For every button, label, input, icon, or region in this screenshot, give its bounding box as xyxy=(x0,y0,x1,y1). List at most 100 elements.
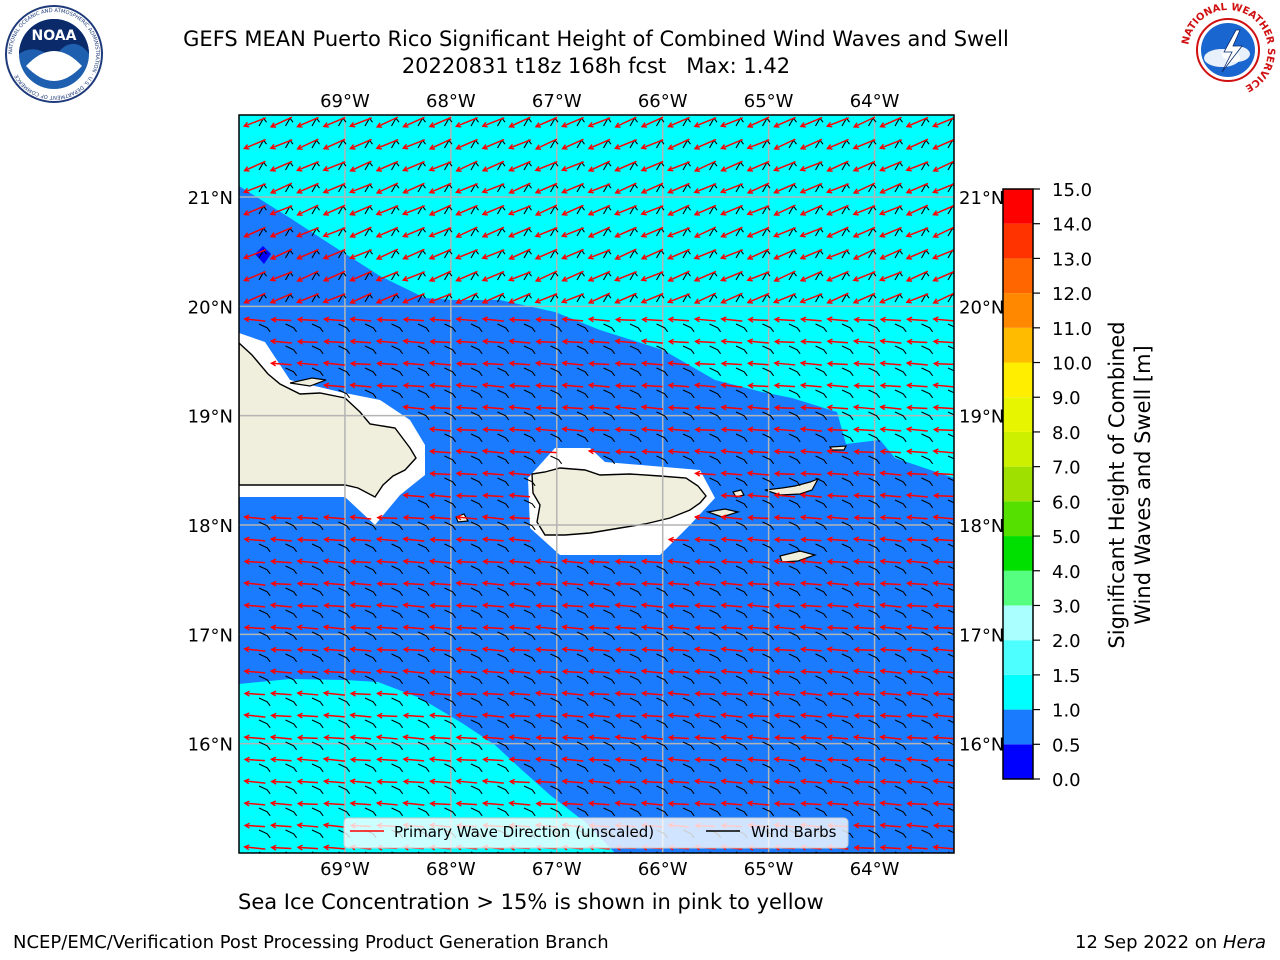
wave-direction-arrowhead xyxy=(905,646,913,653)
wind-barb xyxy=(470,455,483,465)
wave-direction-arrow xyxy=(827,204,849,216)
wave-direction-arrowhead xyxy=(826,624,834,631)
wind-barb xyxy=(629,697,642,707)
wave-direction-arrow xyxy=(880,538,902,542)
wind-barb xyxy=(682,807,695,817)
wave-direction-arrowhead xyxy=(481,448,489,455)
wave-direction-arrow xyxy=(615,116,637,128)
wave-direction-arrow xyxy=(642,318,663,322)
wave-direction-arrowhead xyxy=(455,756,463,763)
wave-direction-arrow xyxy=(456,406,478,410)
wave-direction-arrow xyxy=(695,538,716,542)
wave-direction-arrow xyxy=(298,604,318,608)
wave-direction-arrow xyxy=(879,271,903,281)
wind-barb xyxy=(258,763,271,773)
wave-direction-arrow xyxy=(669,340,689,344)
wave-direction-arrowhead xyxy=(349,712,356,719)
wave-direction-arrowhead xyxy=(507,275,515,282)
wind-barb xyxy=(550,411,563,421)
wave-direction-arrowhead xyxy=(561,210,568,216)
wind-barb xyxy=(682,323,695,333)
wind-barb xyxy=(576,763,589,773)
wave-direction-arrowhead xyxy=(269,734,277,741)
wave-direction-arrowhead xyxy=(879,448,886,455)
wave-direction-arrow xyxy=(641,116,664,128)
wave-direction-arrowhead xyxy=(666,165,674,172)
wind-barb xyxy=(921,389,934,399)
wave-direction-arrowhead xyxy=(825,187,833,194)
wave-direction-arrowhead xyxy=(455,426,463,433)
wave-direction-arrowhead xyxy=(587,121,594,128)
wind-barb xyxy=(576,389,589,399)
wave-direction-arrowhead xyxy=(879,360,886,367)
wave-direction-arrow xyxy=(668,648,690,652)
wave-direction-arrow xyxy=(641,226,664,238)
wind-barb xyxy=(523,477,536,487)
wave-direction-arrow xyxy=(297,516,319,520)
wave-direction-arrow xyxy=(244,582,266,586)
wave-direction-arrowhead xyxy=(667,144,674,150)
wind-barb xyxy=(338,367,351,377)
wave-direction-arrow xyxy=(907,758,928,762)
wave-direction-arrowhead xyxy=(720,144,727,150)
wave-direction-arrowhead xyxy=(879,624,886,631)
wave-direction-arrow xyxy=(297,362,319,366)
wave-direction-arrowhead xyxy=(429,338,436,345)
wave-direction-arrow xyxy=(403,160,425,172)
wave-direction-arrow xyxy=(695,472,716,476)
wind-barb xyxy=(868,345,881,355)
wave-direction-arrow xyxy=(801,582,822,586)
wave-direction-arrow xyxy=(933,714,954,718)
wave-direction-arrow xyxy=(297,116,319,128)
colorbar-tick-label: 10.0 xyxy=(1052,354,1092,375)
wave-direction-arrow xyxy=(774,560,796,564)
wind-barb xyxy=(550,631,563,641)
wave-direction-arrowhead xyxy=(773,734,781,741)
wave-direction-arrowhead xyxy=(270,316,277,323)
wind-barb xyxy=(338,697,351,707)
wave-direction-arrowhead xyxy=(588,558,595,565)
wave-direction-arrow xyxy=(880,802,902,806)
wave-direction-arrow xyxy=(721,160,743,172)
wave-direction-arrow xyxy=(748,648,769,652)
wave-direction-arrow xyxy=(800,138,823,150)
wave-direction-arrowhead xyxy=(640,668,648,675)
wave-direction-arrow xyxy=(641,160,664,172)
wind-barb xyxy=(735,587,748,597)
wind-barb xyxy=(338,323,351,333)
wave-direction-arrowhead xyxy=(614,360,621,367)
wave-direction-arrowhead xyxy=(322,382,330,389)
wave-direction-arrow xyxy=(457,362,477,366)
wind-barb xyxy=(709,323,722,333)
wind-barb xyxy=(285,829,298,839)
wave-direction-arrow xyxy=(350,604,372,608)
wind-barb xyxy=(258,807,271,817)
wave-direction-arrow xyxy=(377,670,398,674)
wind-barb xyxy=(417,323,430,333)
wave-direction-arrowhead xyxy=(508,756,515,763)
wave-direction-arrow xyxy=(721,340,743,344)
wave-direction-arrow xyxy=(880,340,902,344)
wave-direction-arrow xyxy=(615,406,637,410)
wind-barb xyxy=(364,653,377,663)
wave-direction-arrowhead xyxy=(799,558,807,565)
wave-direction-arrowhead xyxy=(296,558,303,565)
wave-direction-arrowhead xyxy=(905,822,913,829)
wind-barb xyxy=(417,785,430,795)
wave-direction-arrow xyxy=(721,714,743,718)
wave-direction-arrow xyxy=(827,226,849,238)
wave-direction-arrow xyxy=(695,384,716,388)
wave-direction-arrow xyxy=(404,780,424,784)
wind-barb xyxy=(894,609,907,619)
map-frame xyxy=(238,114,955,854)
wind-barb xyxy=(470,543,483,553)
wind-barb xyxy=(629,807,642,817)
wave-direction-arrowhead xyxy=(455,668,462,675)
wave-direction-arrowhead xyxy=(349,558,357,565)
wind-barb xyxy=(258,653,271,663)
wind-barb xyxy=(603,411,616,421)
wave-direction-arrowhead xyxy=(534,690,542,697)
wave-direction-arrowhead xyxy=(535,602,542,609)
wind-barb xyxy=(576,697,589,707)
wave-direction-arrowhead xyxy=(614,122,621,128)
